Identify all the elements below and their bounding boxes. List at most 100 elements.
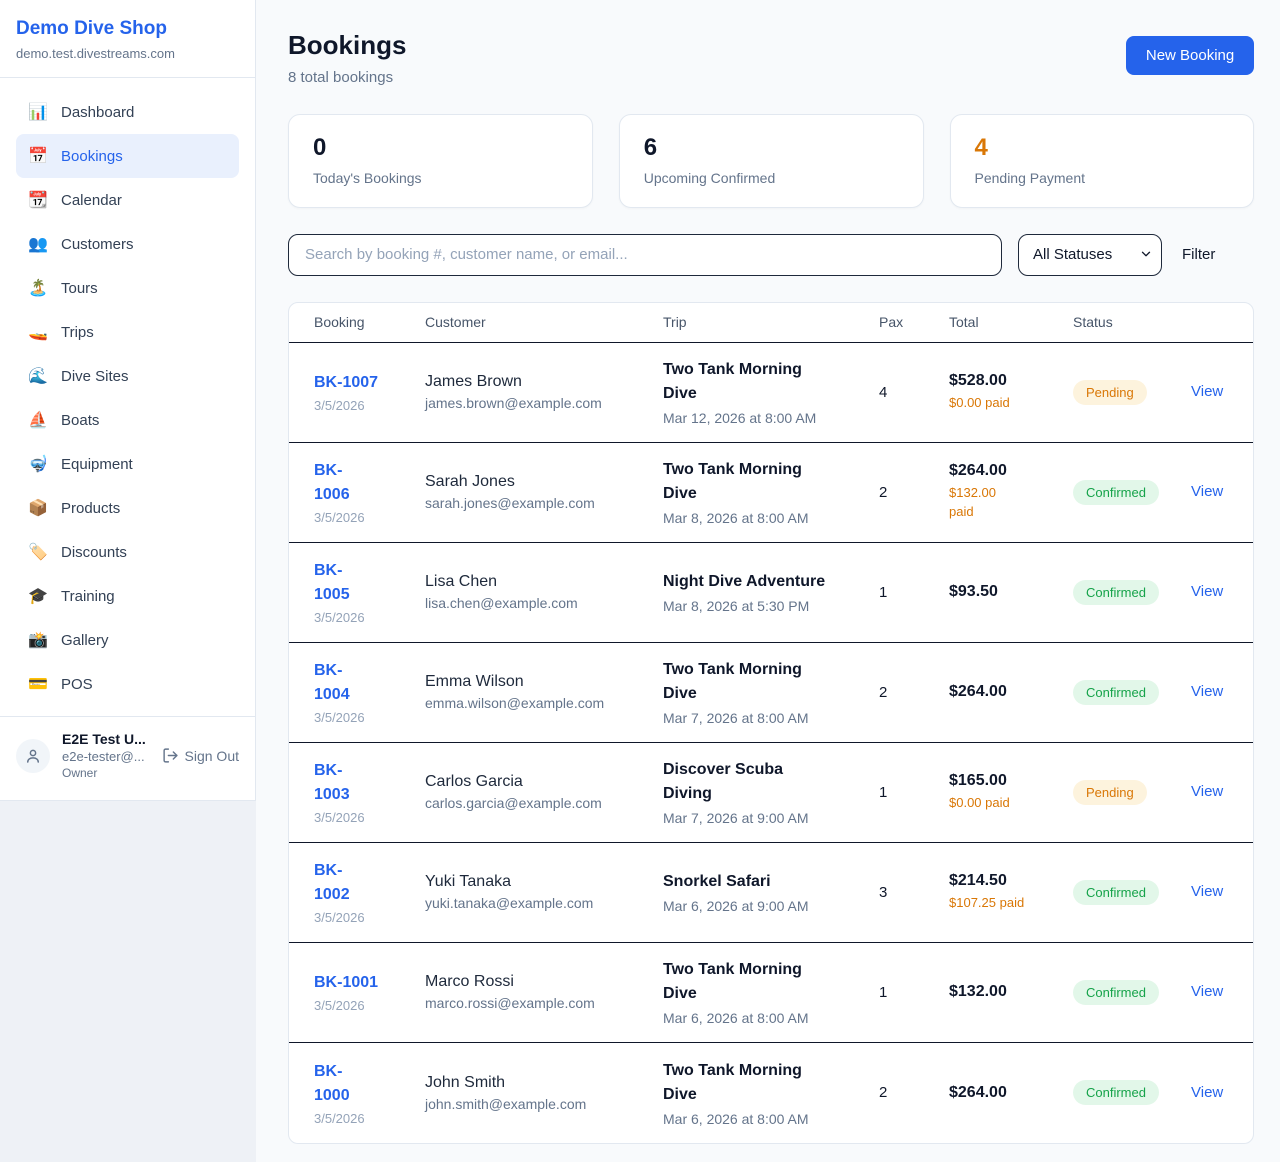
trip-name: Two Tank Morning Dive xyxy=(663,361,802,403)
status-badge: Confirmed xyxy=(1073,1080,1159,1106)
booking-id-link[interactable]: BK-1001 xyxy=(314,974,379,992)
new-booking-button[interactable]: New Booking xyxy=(1125,36,1255,75)
tear-off-calendar-icon: 📆 xyxy=(28,192,48,209)
search-input[interactable] xyxy=(288,233,1002,276)
sidebar-item-boats[interactable]: ⛵ Boats xyxy=(16,398,239,442)
table-row: BK- 1003 3/5/2026 Carlos Garcia carlos.g… xyxy=(289,743,1254,843)
sidebar-item-label: POS xyxy=(61,675,93,693)
total-amount: $264.00 xyxy=(949,1083,1007,1101)
shop-domain: demo.test.divestreams.com xyxy=(16,46,175,61)
total-amount: $132.00 xyxy=(949,983,1007,1001)
paid-amount: $107.25 paid xyxy=(949,894,1025,910)
sidebar-item-label: Discounts xyxy=(61,543,127,561)
sidebar-user-section: E2E Test U... e2e-tester@... Owner Sign … xyxy=(0,716,255,800)
sidebar-item-pos[interactable]: 💳 POS xyxy=(16,662,239,706)
booking-id-link[interactable]: BK- 1003 xyxy=(314,762,350,804)
sidebar-item-dashboard[interactable]: 📊 Dashboard xyxy=(16,90,239,134)
user-email: e2e-tester@... xyxy=(62,749,145,764)
sidebar-item-bookings[interactable]: 📅 Bookings xyxy=(16,134,239,178)
customer-email: marco.rossi@example.com xyxy=(425,995,595,1012)
sidebar-item-dive-sites[interactable]: 🌊 Dive Sites xyxy=(16,354,239,398)
sidebar-item-products[interactable]: 📦 Products xyxy=(16,486,239,530)
page-header: Bookings 8 total bookings New Booking xyxy=(288,30,1255,86)
view-link[interactable]: View xyxy=(1191,683,1224,701)
booking-id-link[interactable]: BK- 1002 xyxy=(314,862,350,904)
status-badge: Confirmed xyxy=(1073,479,1159,505)
trip-name: Discover Scuba Diving xyxy=(663,761,784,803)
sign-out-button[interactable]: Sign Out xyxy=(162,747,239,764)
user-name: E2E Test U... xyxy=(62,731,146,747)
sidebar-item-label: Dive Sites xyxy=(61,367,129,385)
booking-id-link[interactable]: BK- 1006 xyxy=(314,462,350,504)
view-link[interactable]: View xyxy=(1191,583,1224,601)
status-filter: All Statuses xyxy=(1018,233,1162,276)
booking-date: 3/5/2026 xyxy=(314,710,365,726)
view-link[interactable]: View xyxy=(1191,483,1224,501)
sidebar-item-calendar[interactable]: 📆 Calendar xyxy=(16,178,239,222)
stat-card: 4 Pending Payment xyxy=(949,114,1255,208)
filter-button[interactable]: Filter xyxy=(1182,246,1216,264)
booking-id-link[interactable]: BK- 1004 xyxy=(314,662,350,704)
camera-icon: 📸 xyxy=(28,632,48,649)
paid-amount: $0.00 paid xyxy=(949,794,1010,810)
shop-name: Demo Dive Shop xyxy=(16,18,167,39)
view-link[interactable]: View xyxy=(1191,883,1224,901)
sidebar-item-training[interactable]: 🎓 Training xyxy=(16,574,239,618)
customer-email: carlos.garcia@example.com xyxy=(425,795,602,812)
logout-icon xyxy=(162,747,179,764)
view-link[interactable]: View xyxy=(1191,783,1224,801)
wave-icon: 🌊 xyxy=(28,368,48,385)
booking-id-link[interactable]: BK- 1005 xyxy=(314,562,350,604)
customer-email: emma.wilson@example.com xyxy=(425,695,605,712)
stats-row: 0 Today's Bookings 6 Upcoming Confirmed … xyxy=(288,114,1255,208)
bookings-table: Booking Customer Trip Pax Total Status B… xyxy=(288,301,1255,1144)
view-link[interactable]: View xyxy=(1191,983,1224,1001)
status-badge: Confirmed xyxy=(1073,579,1159,605)
trip-name: Two Tank Morning Dive xyxy=(663,461,802,503)
trip-name: Two Tank Morning Dive xyxy=(663,1061,802,1103)
view-link[interactable]: View xyxy=(1191,1083,1224,1101)
sailboat-icon: ⛵ xyxy=(28,412,48,429)
customer-name: Sarah Jones xyxy=(425,473,515,491)
status-filter-select[interactable]: All Statuses xyxy=(1018,233,1162,276)
booking-date: 3/5/2026 xyxy=(314,810,365,826)
sidebar-item-label: Tours xyxy=(61,279,98,297)
sidebar-header: Demo Dive Shop demo.test.divestreams.com xyxy=(0,0,255,78)
sidebar-item-label: Customers xyxy=(61,235,134,253)
customer-email: james.brown@example.com xyxy=(425,395,602,412)
trip-datetime: Mar 12, 2026 at 8:00 AM xyxy=(663,410,817,427)
booking-date: 3/5/2026 xyxy=(314,398,365,414)
booking-id-link[interactable]: BK- 1000 xyxy=(314,1062,350,1104)
sidebar-item-equipment[interactable]: 🤿 Equipment xyxy=(16,442,239,486)
sidebar-item-customers[interactable]: 👥 Customers xyxy=(16,222,239,266)
customer-name: John Smith xyxy=(425,1073,506,1091)
user-info: E2E Test U... e2e-tester@... Owner xyxy=(62,731,150,780)
sidebar-item-label: Dashboard xyxy=(61,103,135,121)
sidebar-item-gallery[interactable]: 📸 Gallery xyxy=(16,618,239,662)
sidebar-item-tours[interactable]: 🏝️ Tours xyxy=(16,266,239,310)
sidebar-item-label: Products xyxy=(61,499,121,517)
booking-id-link[interactable]: BK-1007 xyxy=(314,374,379,392)
view-link[interactable]: View xyxy=(1191,383,1224,401)
pax-count: 1 xyxy=(879,983,888,1001)
user-role: Owner xyxy=(62,766,98,780)
column-header-total: Total xyxy=(949,314,979,331)
stat-label: Upcoming Confirmed xyxy=(643,169,776,186)
speedboat-icon: 🚤 xyxy=(28,324,48,341)
stat-card: 0 Today's Bookings xyxy=(288,114,593,208)
avatar xyxy=(16,738,50,773)
trip-datetime: Mar 7, 2026 at 9:00 AM xyxy=(663,810,809,827)
table-row: BK- 1000 3/5/2026 John Smith john.smith@… xyxy=(289,1043,1253,1143)
total-amount: $528.00 xyxy=(949,371,1007,389)
trip-name: Two Tank Morning Dive xyxy=(663,961,802,1003)
column-header-pax: Pax xyxy=(879,314,904,331)
booking-date: 3/5/2026 xyxy=(314,998,365,1014)
sign-out-label: Sign Out xyxy=(184,747,239,764)
table-row: BK-1001 3/5/2026 Marco Rossi marco.rossi… xyxy=(289,943,1254,1043)
sidebar-item-trips[interactable]: 🚤 Trips xyxy=(16,310,239,354)
table-header-row: Booking Customer Trip Pax Total Status xyxy=(289,303,1254,343)
status-badge: Confirmed xyxy=(1073,679,1159,705)
total-amount: $264.00 xyxy=(949,462,1007,480)
sidebar-item-discounts[interactable]: 🏷️ Discounts xyxy=(16,530,239,574)
credit-card-icon: 💳 xyxy=(28,676,48,693)
